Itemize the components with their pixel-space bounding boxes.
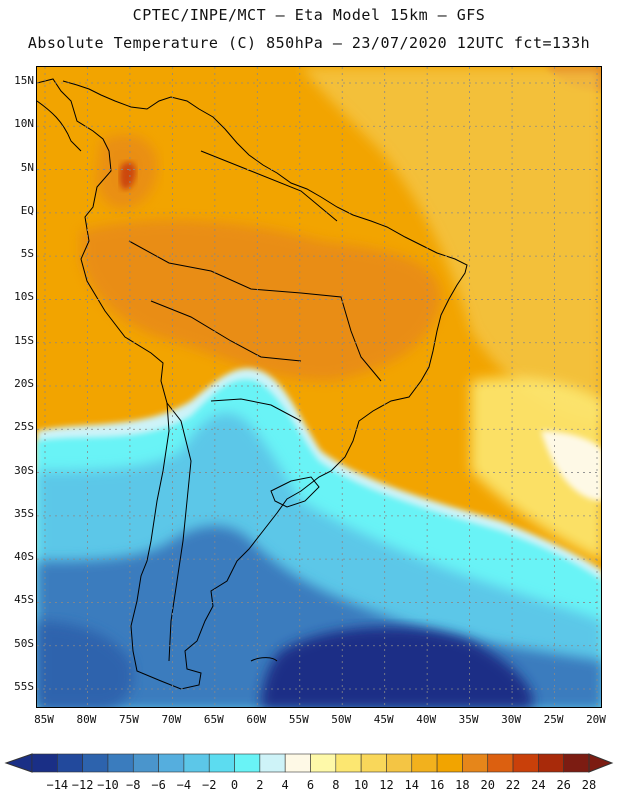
latitude-tick-label: 10S	[14, 290, 34, 304]
colorbar-swatch	[360, 753, 387, 773]
latitude-tick-label: 40S	[14, 550, 34, 564]
longitude-tick-label: 65W	[203, 713, 224, 726]
colorbar-tick-label: −12	[71, 778, 94, 792]
colorbar-swatch	[31, 753, 58, 773]
colorbar-under-arrow	[4, 753, 33, 773]
latitude-tick-label: EQ	[20, 203, 34, 217]
colorbar-swatch	[57, 753, 83, 773]
hot-spot-andes	[119, 162, 136, 190]
colorbar-swatch	[512, 753, 539, 773]
longitude-tick-label: 60W	[246, 713, 267, 726]
country-border-2	[150, 300, 302, 362]
longitude-tick-label: 50W	[331, 713, 352, 726]
coastline-southamerica	[37, 78, 468, 690]
country-border-3	[210, 398, 302, 422]
colorbar-tick-label: 4	[281, 778, 289, 792]
latitude-tick-label: 15S	[14, 333, 34, 347]
latitude-tick-label: 10N	[14, 117, 34, 131]
longitude-tick-label: 40W	[416, 713, 437, 726]
coastline-centralamerica	[37, 100, 82, 152]
colorbar-tick-label: 14	[404, 778, 419, 792]
temperature-map[interactable]	[36, 66, 602, 708]
latitude-tick-label: 25S	[14, 420, 34, 434]
warm-core-area	[81, 220, 441, 381]
colorbar-tick-label: 8	[332, 778, 340, 792]
colorbar-swatch	[284, 753, 311, 773]
colorbar-swatch	[259, 753, 286, 773]
colorbar-swatch	[386, 753, 413, 773]
latitude-gridlines	[37, 82, 601, 690]
longitude-tick-label: 45W	[373, 713, 394, 726]
cold-zone-pacific	[37, 621, 134, 707]
colorbar-swatch	[107, 753, 134, 773]
colorbar-tick-label: 22	[505, 778, 521, 792]
latitude-tick-label: 5N	[20, 160, 34, 174]
latitude-tick-label: 55S	[14, 680, 34, 693]
colorbar-swatch	[183, 753, 210, 773]
latitude-tick-label: 45S	[14, 593, 34, 607]
uruguay-outline	[270, 476, 320, 508]
latitude-tick-label: 30S	[14, 463, 34, 477]
colorbar-swatch	[538, 753, 564, 773]
country-border-1	[128, 240, 382, 382]
country-border-4	[200, 150, 338, 222]
colorbar-tick-label: 10	[353, 778, 369, 792]
latitude-tick-label: 15N	[14, 74, 34, 87]
latitude-tick-label: 5S	[20, 247, 34, 261]
longitude-tick-label: 35W	[458, 713, 479, 726]
colorbar-tick-label: 26	[556, 778, 571, 792]
colorbar-tick-label: 12	[379, 778, 394, 792]
colorbar-tick-label: 28	[581, 778, 597, 792]
map-canvas	[37, 67, 601, 707]
chart-subtitle: Absolute Temperature (C) 850hPa – 23/07/…	[27, 34, 591, 52]
longitude-tick-label: 85W	[34, 713, 54, 726]
longitude-tick-label: 20W	[586, 713, 606, 726]
longitude-tick-label: 25W	[543, 713, 564, 726]
colorbar-swatch	[462, 753, 489, 773]
longitude-tick-label: 70W	[161, 713, 182, 726]
colorbar-tick-label: −10	[97, 778, 119, 792]
colorbar-tick-label: 20	[480, 778, 495, 792]
colorbar-tick-label: 16	[429, 778, 445, 792]
colorbar-tick-label: 0	[230, 778, 239, 792]
colorbar-over-arrow	[588, 753, 614, 773]
colorbar-swatch	[335, 753, 362, 773]
colorbar-swatch	[563, 753, 590, 773]
chart-title: CPTEC/INPE/MCT – Eta Model 15km – GFS	[132, 6, 486, 24]
longitude-tick-label: 30W	[501, 713, 521, 726]
colorbar-tick-label: −14	[46, 778, 69, 792]
colorbar-tick-label: 6	[306, 778, 315, 792]
colorbar-tick-label: −8	[126, 778, 141, 792]
coastline-falklands	[250, 657, 278, 662]
colorbar-swatch	[132, 753, 159, 773]
colorbar-swatch	[158, 753, 185, 773]
colorbar-swatch	[208, 753, 235, 773]
colorbar-tick-label: −2	[201, 778, 217, 792]
atlantic-pale	[541, 431, 601, 501]
longitude-tick-label: 55W	[288, 713, 309, 726]
atlantic-mild	[301, 67, 601, 421]
colorbar-swatch	[310, 753, 337, 773]
colorbar-swatch	[234, 753, 261, 773]
atlantic-yellow	[471, 377, 601, 561]
colorbar-swatch	[436, 753, 463, 773]
colorbar-tick-label: −4	[176, 778, 192, 792]
colorbar-swatch	[487, 753, 514, 773]
colorbar-tick-label: −6	[151, 778, 166, 792]
colorbar-tick-label: 18	[455, 778, 470, 792]
colorbar	[4, 753, 614, 773]
latitude-tick-label: 50S	[14, 636, 34, 650]
colorbar-swatch	[411, 753, 438, 773]
longitude-tick-label: 80W	[76, 713, 97, 726]
colorbar-tick-label: 24	[531, 778, 546, 792]
latitude-tick-label: 35S	[14, 506, 34, 520]
colorbar-tick-label: 2	[256, 778, 264, 792]
cold-core	[261, 627, 533, 707]
latitude-tick-label: 20S	[14, 377, 34, 390]
longitude-gridlines	[44, 67, 598, 707]
longitude-tick-label: 75W	[118, 713, 139, 726]
colorbar-swatch	[82, 753, 109, 773]
